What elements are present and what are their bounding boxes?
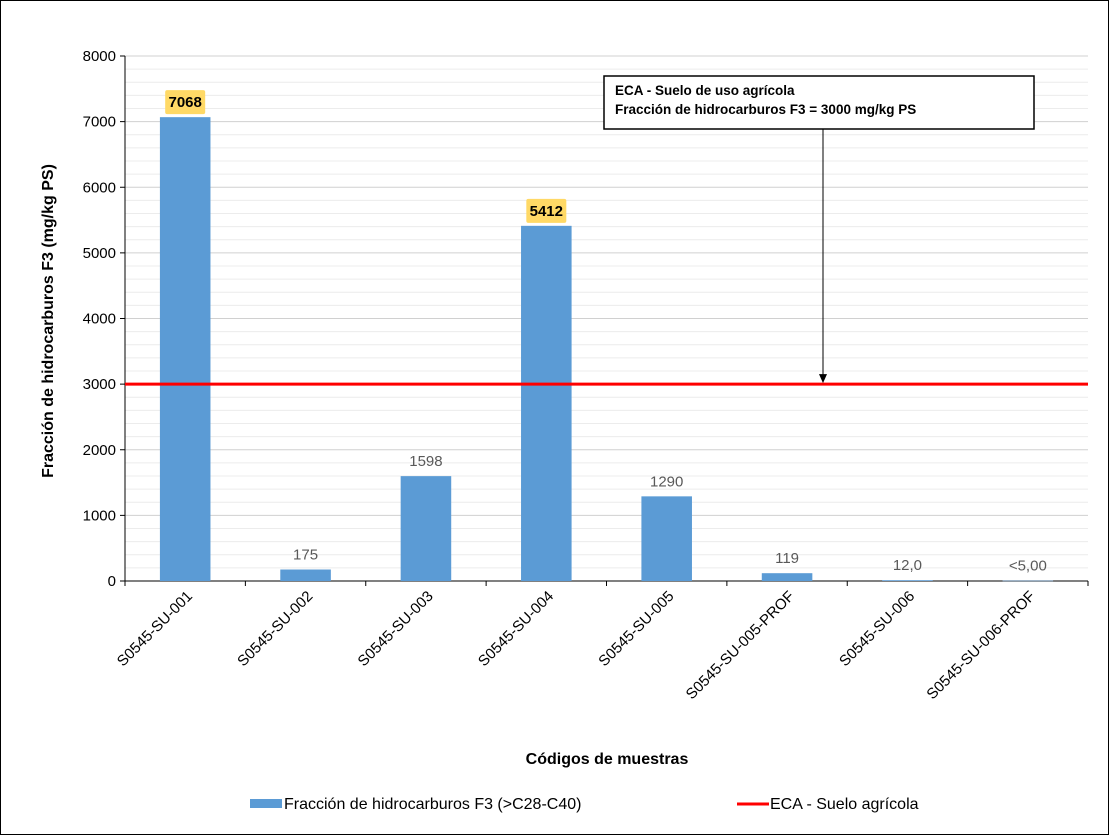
bar — [400, 476, 452, 581]
x-tick-label: S0545-SU-005-PROF — [683, 588, 798, 703]
bar — [761, 573, 813, 581]
data-label: <5,00 — [1009, 558, 1047, 575]
data-label: 7068 — [169, 94, 202, 111]
bar — [1002, 580, 1054, 582]
axes: 0 1000 2000 3000 4000 5000 6000 7000 8000 S0545-S… — [83, 48, 1089, 703]
legend-swatch-bars — [250, 799, 282, 808]
gridlines — [125, 55, 1088, 569]
y-tick-label: 1000 — [83, 507, 116, 524]
x-tick-label: S0545-SU-003 — [355, 588, 437, 670]
data-label: 5412 — [530, 203, 563, 220]
annotation-box — [603, 75, 1035, 130]
annotation-text: ECA - Suelo de uso agrícola — [615, 83, 795, 98]
x-tick-label: S0545-SU-001 — [114, 588, 196, 670]
legend-label-bars: Fracción de hidrocarburos F3 (>C28-C40) — [284, 796, 581, 813]
y-tick-label: 6000 — [83, 179, 116, 196]
data-label: 1598 — [409, 453, 442, 470]
bar — [280, 569, 331, 581]
legend-label-reference: ECA - Suelo agrícola — [770, 796, 919, 813]
annotation-arrow-head — [819, 374, 827, 384]
x-tick-label: S0545-SU-006-PROF — [923, 588, 1038, 703]
annotation-text: Fracción de hidrocarburos F3 = 3000 mg/k… — [615, 102, 916, 117]
y-tick-label: 4000 — [83, 311, 116, 328]
data-labels: 7068 175 1598 5412 1290 119 12,0 <5,00 — [165, 90, 1047, 575]
annotation-group: ECA - Suelo de uso agrícola Fracción de h… — [603, 75, 1035, 384]
y-tick-label: 2000 — [83, 442, 116, 459]
data-label: 1290 — [650, 473, 683, 490]
y-tick-label: 3000 — [83, 376, 116, 393]
x-axis-title: Códigos de muestras — [526, 751, 689, 768]
y-tick-label: 5000 — [83, 245, 116, 262]
bar — [882, 580, 933, 581]
y-tick-label: 8000 — [83, 48, 116, 65]
y-tick-label: 7000 — [83, 114, 116, 131]
legend: Fracción de hidrocarburos F3 (>C28-C40) … — [250, 796, 919, 813]
data-label-highlight — [526, 198, 567, 223]
bar — [159, 117, 211, 581]
data-label: 119 — [775, 550, 799, 567]
x-tick-label: S0545-SU-006 — [836, 588, 918, 670]
y-axis-title: Fracción de hidrocarburos F3 (mg/kg PS) — [40, 164, 57, 478]
bar — [641, 496, 692, 581]
x-tick-label: S0545-SU-004 — [475, 588, 557, 670]
data-label: 175 — [293, 547, 318, 564]
data-label-highlight — [165, 90, 206, 115]
data-label: 12,0 — [893, 557, 922, 574]
x-tick-label: S0545-SU-002 — [234, 588, 316, 670]
bars — [159, 117, 1054, 582]
x-tick-label: S0545-SU-005 — [595, 588, 677, 670]
y-tick-label: 0 — [108, 573, 116, 590]
bar — [521, 225, 572, 581]
